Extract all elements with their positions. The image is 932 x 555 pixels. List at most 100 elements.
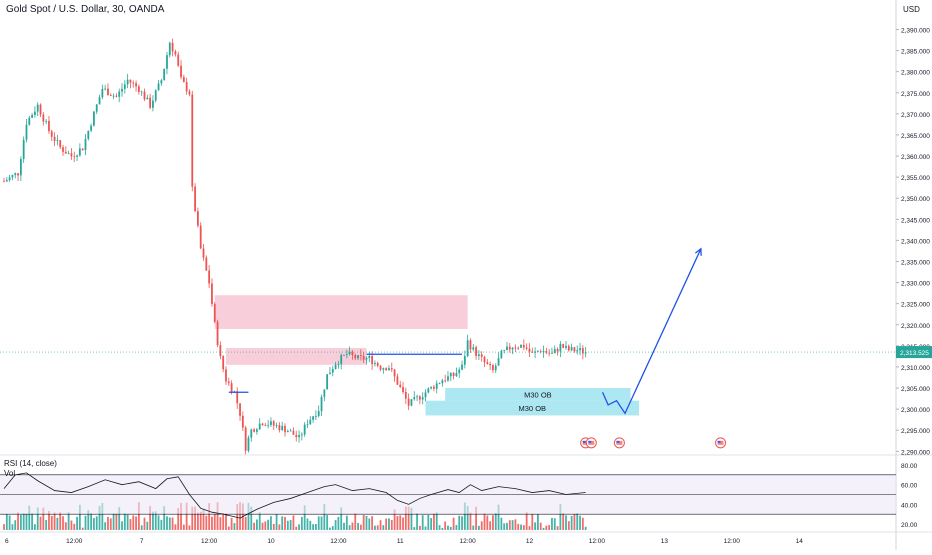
- volume-bar: [149, 506, 152, 530]
- candle-body: [396, 376, 399, 385]
- volume-bar: [17, 512, 19, 530]
- volume-bar: [19, 514, 22, 530]
- candle-body: [272, 421, 275, 426]
- candle-body: [14, 173, 17, 176]
- candle-body: [56, 140, 59, 141]
- time-tick-label: 12:00: [460, 538, 477, 545]
- volume-bar: [379, 520, 382, 530]
- volume-bar: [562, 513, 565, 530]
- volume-bar: [107, 516, 109, 530]
- volume-bar: [39, 516, 42, 530]
- volume-bar: [421, 515, 424, 530]
- candle-body: [567, 345, 570, 351]
- candle-body: [227, 381, 230, 384]
- candle-body: [418, 396, 421, 400]
- candle-body: [334, 364, 337, 370]
- volume-bar: [500, 517, 503, 530]
- volume-bar: [135, 516, 137, 530]
- candle-body: [404, 392, 407, 399]
- candle-body: [256, 429, 258, 432]
- candle-body: [537, 351, 539, 353]
- candle-body: [351, 351, 354, 356]
- candle-body: [185, 82, 188, 92]
- volume-bar: [171, 517, 174, 530]
- volume-bar: [489, 521, 492, 530]
- volume-bar: [101, 503, 104, 530]
- volume-bar: [56, 517, 59, 530]
- candle-body: [270, 421, 272, 425]
- candle-body: [542, 351, 545, 353]
- time-tick-label: 12:00: [589, 538, 606, 545]
- rsi-tick-label: 80.00: [901, 463, 918, 470]
- candle-body: [551, 353, 553, 354]
- candle-body: [506, 346, 508, 350]
- candle-body: [230, 383, 233, 392]
- volume-label: Vol: [4, 469, 16, 478]
- candle-body: [500, 350, 503, 359]
- volume-bar: [143, 517, 146, 530]
- volume-bar: [14, 520, 17, 530]
- candle-body: [539, 351, 542, 353]
- volume-bar: [376, 525, 379, 530]
- volume-bar: [343, 522, 345, 530]
- currency-label[interactable]: USD: [903, 5, 920, 14]
- volume-bar: [517, 523, 520, 530]
- volume-bar: [483, 513, 486, 530]
- volume-bar: [461, 516, 463, 530]
- candle-body: [11, 175, 14, 178]
- candle-body: [286, 430, 289, 433]
- candle-body: [180, 65, 182, 78]
- volume-bar: [93, 517, 95, 530]
- volume-bar: [81, 527, 84, 530]
- candle-body: [562, 344, 565, 348]
- time-tick-label: 10: [267, 538, 275, 545]
- candle-body: [565, 345, 567, 348]
- candle-body: [514, 347, 517, 349]
- candle-body: [503, 349, 506, 351]
- price-tick-label: 2,360.000: [901, 154, 930, 161]
- volume-bar: [185, 502, 188, 530]
- candle-body: [508, 346, 511, 350]
- price-tick-label: 2,385.000: [901, 49, 930, 56]
- candle-body: [121, 88, 123, 92]
- candle-body: [444, 380, 447, 382]
- volume-bar: [76, 516, 78, 530]
- volume-bar: [334, 520, 337, 530]
- candle-body: [517, 347, 520, 349]
- candle-body: [112, 95, 115, 97]
- volume-bar: [205, 515, 208, 530]
- volume-bar: [275, 514, 278, 530]
- candle-body: [570, 347, 573, 351]
- volume-bar: [45, 520, 48, 530]
- candle-body: [267, 424, 270, 426]
- volume-bar: [416, 513, 418, 530]
- volume-bar: [264, 521, 267, 530]
- zone-box: [214, 295, 468, 329]
- volume-bar: [537, 514, 539, 530]
- candle-body: [492, 365, 494, 371]
- volume-bar: [244, 516, 247, 530]
- candle-body: [480, 354, 483, 357]
- time-axis[interactable]: 6 12:00 7 12:00 10 12:00 11 12:00 12 12:00 13 12:00…: [5, 538, 803, 545]
- candle-body: [393, 369, 396, 377]
- candle-body: [53, 136, 56, 141]
- candle-body: [253, 429, 255, 432]
- volume-bar: [112, 513, 115, 530]
- volume-bar: [348, 525, 351, 530]
- candle-body: [483, 356, 486, 363]
- volume-bar: [396, 516, 399, 530]
- candle-body: [50, 131, 53, 137]
- volume-bar: [382, 525, 385, 530]
- candle-body: [315, 416, 317, 417]
- price-axis[interactable]: 2,290.000 2,295.000 2,300.000 2,305.000 2,31…: [896, 28, 932, 457]
- volume-bar: [312, 524, 314, 530]
- candle-body: [421, 397, 424, 400]
- candle-body: [135, 83, 137, 87]
- candle-body: [146, 97, 149, 100]
- volume-bar: [525, 512, 528, 530]
- volume-bar: [8, 515, 11, 530]
- candle-body: [5, 180, 8, 182]
